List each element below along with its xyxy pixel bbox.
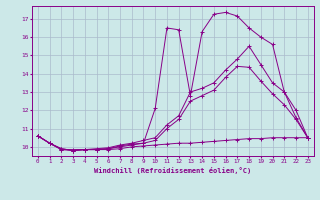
X-axis label: Windchill (Refroidissement éolien,°C): Windchill (Refroidissement éolien,°C) bbox=[94, 167, 252, 174]
